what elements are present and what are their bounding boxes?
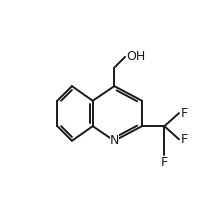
Text: N: N <box>110 134 119 147</box>
Text: F: F <box>180 133 188 146</box>
Text: F: F <box>180 107 188 120</box>
Text: OH: OH <box>126 50 145 63</box>
Text: F: F <box>161 156 168 169</box>
